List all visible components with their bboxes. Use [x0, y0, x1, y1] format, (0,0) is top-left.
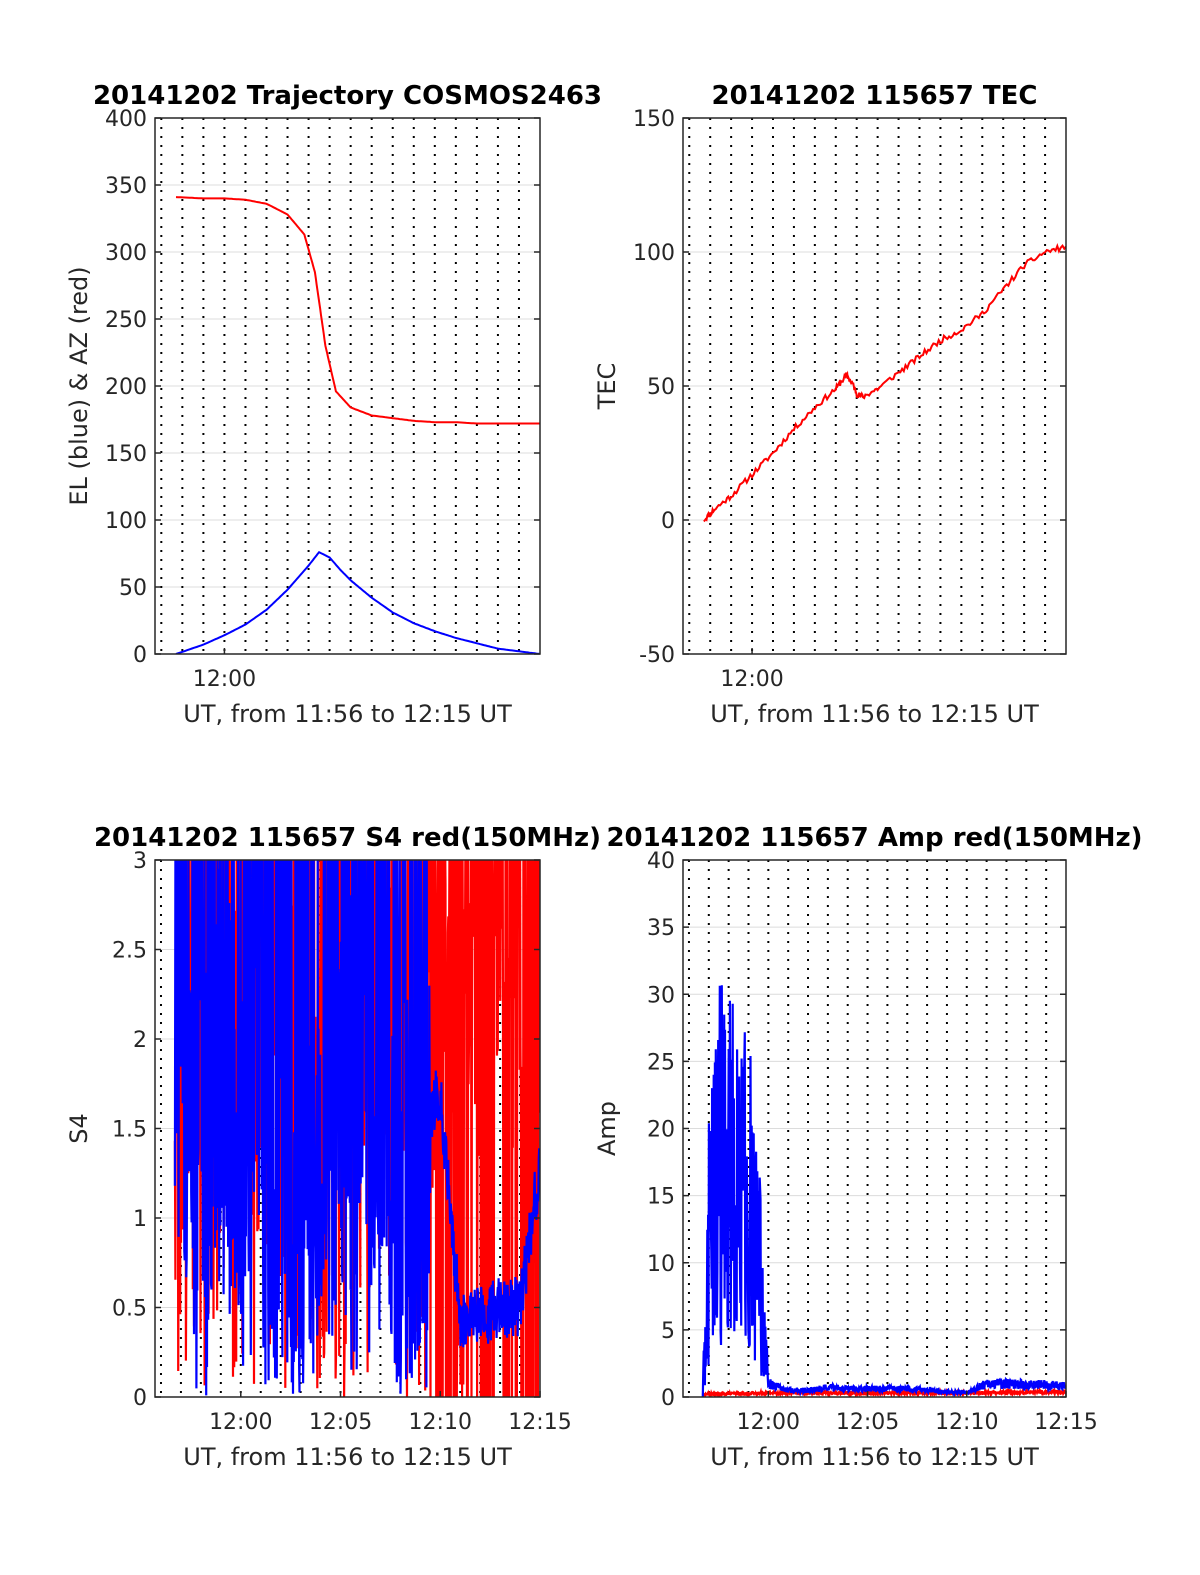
y-tick-label: 2.5: [112, 939, 147, 964]
x-tick-label: 12:00: [737, 1410, 800, 1435]
x-tick-label: 12:00: [193, 667, 256, 692]
y-tick-label: 3: [133, 849, 147, 874]
panel-amp: 0 5 10 15 20 25 30 35 40 12:00 12:05 12:10 12:15 2014…: [593, 823, 1143, 1471]
series-line-red: [173, 860, 540, 1397]
chart-title: 20141202 Trajectory COSMOS2463: [93, 81, 602, 111]
y-tick-label: 150: [105, 442, 147, 467]
series-line-red: [175, 196, 540, 425]
x-tick-label: 12:15: [1034, 1410, 1097, 1435]
y-tick-label: 50: [647, 375, 675, 400]
y-tick-label: -50: [639, 643, 675, 668]
y-axis-label: S4: [65, 1113, 93, 1144]
y-tick-label: 20: [647, 1118, 675, 1143]
y-tick-label: 35: [647, 916, 675, 941]
panel-trajectory: 0 50 100 150 200 250 300 350 400 12:00 20141202 Tr…: [65, 81, 602, 728]
y-tick-label: 250: [105, 308, 147, 333]
y-tick-label: 5: [661, 1319, 675, 1344]
series-group: [701, 985, 1066, 1397]
y-tick-label: 150: [633, 107, 675, 132]
y-tick-label: 50: [119, 576, 147, 601]
x-tick-label: 12:00: [720, 667, 783, 692]
series-group: [175, 196, 540, 654]
y-tick-label: 1.5: [112, 1118, 147, 1143]
x-axis-label: UT, from 11:56 to 12:15 UT: [183, 700, 512, 728]
y-tick-label: 300: [105, 241, 147, 266]
chart-title: 20141202 115657 TEC: [712, 81, 1038, 111]
panel-s4: 0 0.5 1 1.5 2 2.5 3 12:00 12:05 12:10 12:15 2014120…: [65, 823, 601, 1471]
y-tick-label: 350: [105, 174, 147, 199]
panel-tec: -50 0 50 100 150 12:00 20141202 115657 TEC UT, …: [593, 81, 1067, 728]
y-tick-label: 100: [633, 241, 675, 266]
y-tick-label: 1: [133, 1207, 147, 1232]
x-tick-label: 12:10: [409, 1410, 472, 1435]
x-tick-label: 12:00: [209, 1410, 272, 1435]
chart-title: 20141202 115657 Amp red(150MHz): [606, 823, 1142, 853]
y-tick-label: 40: [647, 849, 675, 874]
y-tick-label: 400: [105, 107, 147, 132]
chart-title: 20141202 115657 S4 red(150MHz): [94, 823, 601, 853]
y-tick-label: 0.5: [112, 1297, 147, 1322]
x-tick-label: 12:05: [836, 1410, 899, 1435]
y-axis-label: TEC: [593, 363, 621, 411]
x-tick-label: 12:10: [935, 1410, 998, 1435]
y-axis-label: EL (blue) & AZ (red): [65, 266, 93, 505]
y-tick-label: 25: [647, 1050, 675, 1075]
series-group: [703, 243, 1066, 523]
y-tick-label: 0: [661, 509, 675, 534]
x-tick-label: 12:05: [309, 1410, 372, 1435]
series-group: [173, 860, 540, 1397]
x-axis-label: UT, from 11:56 to 12:15 UT: [183, 1443, 512, 1471]
y-tick-label: 100: [105, 509, 147, 534]
y-axis-label: Amp: [593, 1101, 621, 1156]
y-tick-label: 0: [133, 1386, 147, 1411]
x-axis-label: UT, from 11:56 to 12:15 UT: [710, 700, 1039, 728]
y-tick-label: 10: [647, 1252, 675, 1277]
series-line-red: [701, 1386, 1066, 1397]
series-line-blue: [175, 550, 540, 654]
y-tick-label: 2: [133, 1028, 147, 1053]
y-tick-label: 200: [105, 375, 147, 400]
x-tick-label: 12:15: [508, 1410, 571, 1435]
series-line-blue: [173, 860, 540, 1396]
y-tick-label: 30: [647, 983, 675, 1008]
series-line-blue: [701, 985, 1066, 1397]
y-tick-label: 0: [661, 1386, 675, 1411]
x-axis-label: UT, from 11:56 to 12:15 UT: [710, 1443, 1039, 1471]
y-tick-label: 0: [133, 643, 147, 668]
y-tick-label: 15: [647, 1185, 675, 1210]
series-line-red: [703, 243, 1066, 523]
